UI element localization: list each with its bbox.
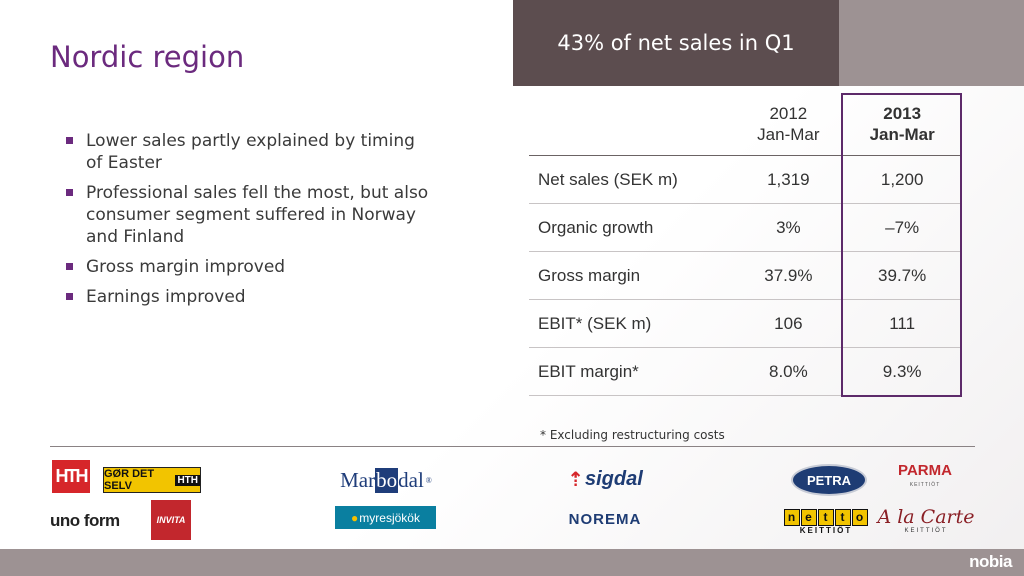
cell-2012: 106: [733, 299, 844, 348]
cell-2012: 3%: [733, 203, 844, 252]
bullet-item: Gross margin improved: [64, 256, 434, 278]
header-2013: 2013 Jan-Mar: [869, 103, 935, 144]
footer-bar: nobia: [0, 549, 1024, 576]
parma-logo: PARMA KEITTIÖT: [898, 462, 952, 488]
cell-2013: 111: [843, 299, 961, 348]
bullet-square-icon: [66, 137, 73, 144]
row-label: Organic growth: [529, 203, 734, 252]
petra-logo: PETRA: [791, 464, 867, 496]
cell-2013: 39.7%: [843, 251, 961, 300]
invita-logo: INVITA: [151, 500, 191, 540]
row-label: Net sales (SEK m): [529, 155, 734, 204]
table-row: EBIT* (SEK m) 106 111: [529, 299, 961, 348]
bullet-square-icon: [66, 189, 73, 196]
sigdal-logo: ⇡ sigdal: [567, 467, 643, 491]
row-label: EBIT margin*: [529, 347, 734, 396]
divider: [50, 446, 975, 447]
cell-2013: –7%: [843, 203, 961, 252]
header-grey-block: [839, 0, 1024, 86]
uno-form-logo: uno form: [50, 511, 120, 530]
bullet-square-icon: [66, 263, 73, 270]
bullet-item: Professional sales fell the most, but al…: [64, 182, 434, 248]
bullet-item: Lower sales partly explained by timing o…: [64, 130, 434, 174]
header-empty-cell: [529, 92, 733, 156]
bullet-list: Lower sales partly explained by timing o…: [64, 130, 434, 316]
myresjokok-logo: ● myresjökök: [335, 506, 436, 529]
table-row: Net sales (SEK m) 1,319 1,200: [529, 155, 961, 204]
gor-det-selv-logo: GØR DET SELV HTH: [103, 467, 201, 493]
financial-table: 2012 Jan-Mar 2013 Jan-Mar Net sales (SEK m…: [529, 92, 961, 396]
header-2012: 2012 Jan-Mar: [757, 103, 820, 144]
row-label: EBIT* (SEK m): [529, 299, 734, 348]
table-header-row: 2012 Jan-Mar 2013 Jan-Mar: [529, 92, 961, 156]
bullet-square-icon: [66, 293, 73, 300]
cell-2012: 1,319: [733, 155, 844, 204]
bullet-item: Earnings improved: [64, 286, 434, 308]
header-text: 43% of net sales in Q1: [557, 31, 795, 55]
table-row: Organic growth 3% –7%: [529, 203, 961, 252]
slide-title: Nordic region: [50, 40, 245, 74]
table-row: Gross margin 37.9% 39.7%: [529, 251, 961, 300]
table-footnote: * Excluding restructuring costs: [540, 428, 725, 442]
cell-2013: 1,200: [843, 155, 961, 204]
row-label: Gross margin: [529, 251, 734, 300]
a-la-carte-logo: A la Carte KEITTIÖT: [877, 506, 975, 534]
table-row: EBIT margin* 8.0% 9.3%: [529, 347, 961, 396]
header-band: 43% of net sales in Q1: [513, 0, 839, 86]
cell-2013: 9.3%: [843, 347, 961, 396]
hth-logo: HTH: [52, 460, 90, 493]
cell-2012: 8.0%: [733, 347, 844, 396]
nobia-logo: nobia: [969, 552, 1012, 571]
marbodal-logo: Mar bo dal ®: [340, 467, 432, 493]
cell-2012: 37.9%: [733, 251, 844, 300]
norema-logo: NOREMA: [568, 510, 642, 528]
